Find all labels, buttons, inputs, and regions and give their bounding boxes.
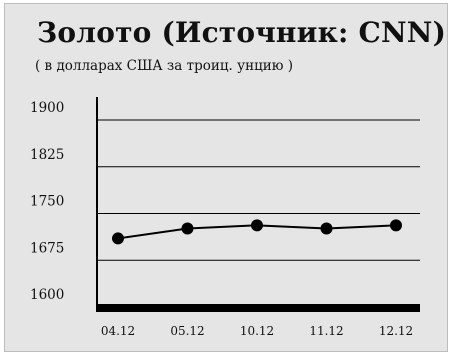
x-tick-label-10.12: 10.12: [240, 324, 274, 338]
y-tick-label-1900: 1900: [30, 100, 64, 116]
x-tick-label-05.12: 05.12: [170, 324, 204, 338]
y-tick-label-1750: 1750: [30, 194, 64, 210]
y-tick-label-1675: 1675: [30, 240, 64, 256]
data-point-04.12: [112, 232, 124, 245]
data-point-12.12: [390, 219, 402, 232]
chart-title: Золото (Источник: CNN): [37, 16, 447, 49]
x-tick-label-11.12: 11.12: [309, 324, 343, 338]
x-tick-label-04.12: 04.12: [101, 324, 135, 338]
y-tick-label-1825: 1825: [30, 147, 64, 163]
x-axis: [96, 304, 420, 312]
data-point-10.12: [251, 219, 263, 232]
chart-frame: Золото (Источник: CNN) ( в долларах США …: [4, 3, 448, 352]
x-tick-label-12.12: 12.12: [379, 324, 413, 338]
data-point-05.12: [181, 222, 194, 235]
chart-subtitle: ( в долларах США за троиц. унцию ): [35, 58, 294, 74]
y-tick-label-1600: 1600: [30, 287, 64, 303]
data-point-11.12: [320, 222, 333, 235]
